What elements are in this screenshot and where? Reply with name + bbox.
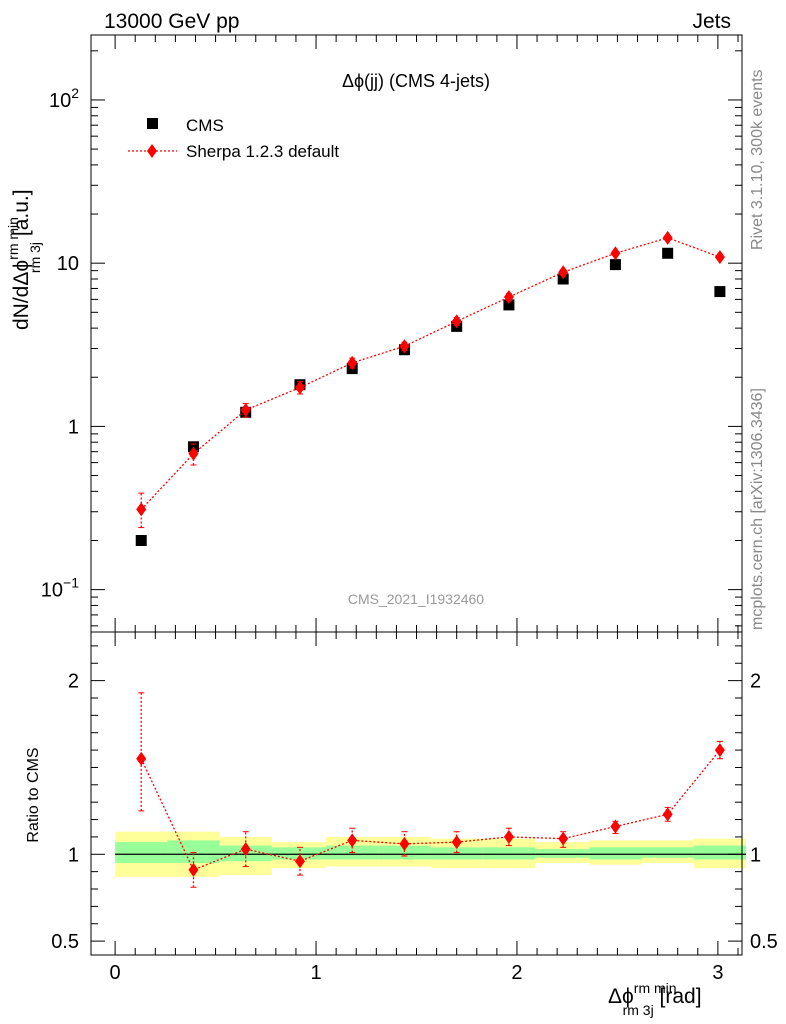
uncertainty-band-inner: [115, 842, 168, 863]
ratio-mc-point: [399, 836, 410, 851]
uncertainty-band-inner: [430, 847, 483, 860]
cms-data-point: [714, 286, 726, 298]
x-tick-label: 0: [110, 962, 121, 984]
uncertainty-band-inner: [167, 840, 220, 863]
legend-marker-mc: [147, 144, 157, 158]
ratio-mc-point: [347, 833, 358, 848]
ratio-y-tick-label-right: 0.5: [750, 931, 778, 953]
mc-series-line: [140, 237, 721, 510]
side-label-source: mcplots.cern.ch [arXiv:1306.3436]: [749, 388, 766, 630]
mc-data-point: [347, 355, 358, 370]
mc-data-point: [714, 250, 725, 265]
ratio-mc-point: [136, 751, 147, 766]
ratio-mc-point: [610, 819, 621, 834]
mc-data-point: [294, 380, 305, 395]
uncertainty-band-inner: [482, 847, 536, 860]
y-tick-label: 1: [68, 416, 79, 438]
side-label-events: Rivet 3.1.10, 300k events: [749, 69, 766, 250]
ratio-panel: 0.5 0.5 1 1 2 2 0 1 2 3 Ratio to CMS Δϕrm min rm 3j …: [25, 631, 778, 1018]
ratio-mc-point: [294, 854, 305, 869]
ratio-y-tick-label-right: 1: [750, 844, 761, 866]
mc-data-point: [662, 230, 673, 245]
y-tick-label: 10−1: [41, 575, 79, 602]
cms-data-point: [609, 259, 621, 271]
ratio-mc-line: [140, 749, 721, 871]
mc-data-point: [136, 502, 147, 517]
ratio-mc-point: [714, 743, 725, 758]
uncertainty-band-inner: [378, 845, 431, 860]
x-tick-label: 2: [511, 962, 522, 984]
cms-data-point: [662, 247, 674, 259]
mc-data-point: [240, 403, 251, 418]
mc-data-point: [503, 290, 514, 305]
y-axis-title: dN/dΔϕrm min rm 3j [a.u.]: [5, 189, 43, 330]
x-tick-label: 1: [310, 962, 321, 984]
ratio-y-tick-label-left: 0.5: [51, 931, 79, 953]
mc-data-point: [188, 446, 199, 461]
cms-data-point: [135, 534, 147, 546]
x-axis-title: Δϕrm min rm 3j [rad]: [608, 980, 702, 1018]
legend-marker-cms: [147, 118, 158, 129]
ratio-y-axis-title: Ratio to CMS: [25, 747, 42, 842]
ratio-mc-point: [240, 842, 251, 857]
header-right: Jets: [692, 10, 731, 33]
mc-data-point: [610, 246, 621, 261]
header-left: 13000 GeV pp: [104, 10, 239, 33]
y-tick-label: 102: [49, 85, 79, 112]
uncertainty-band-inner: [589, 847, 642, 860]
y-tick-label: 10: [57, 253, 79, 275]
uncertainty-band-inner: [641, 847, 694, 858]
mc-data-point: [451, 314, 462, 329]
ratio-mc-point: [451, 835, 462, 850]
ratio-y-tick-label-right: 2: [750, 671, 761, 693]
ratio-mc-point: [662, 807, 673, 822]
uncertainty-band-inner: [693, 845, 747, 860]
x-tick-label: 3: [712, 962, 723, 984]
legend-label-cms: CMS: [186, 116, 224, 135]
mc-data-point: [558, 265, 569, 280]
ratio-mc-point: [503, 829, 514, 844]
mc-data-point: [399, 339, 410, 354]
ratio-y-tick-label-left: 1: [68, 844, 79, 866]
plot-title: Δϕ(jj) (CMS 4-jets): [342, 71, 490, 91]
analysis-watermark: CMS_2021_I1932460: [348, 591, 484, 607]
cms-data-point: [503, 299, 515, 311]
legend-label-mc: Sherpa 1.2.3 default: [186, 142, 339, 161]
ratio-y-tick-label-left: 2: [68, 671, 79, 693]
main-panel: 10−1 1 10 102 dN/dΔϕrm min rm 3j [a.u.] Δϕ(jj)…: [5, 34, 743, 633]
ratio-mc-point: [558, 831, 569, 846]
uncertainty-band-inner: [535, 849, 590, 858]
ratio-mc-point: [188, 862, 199, 877]
